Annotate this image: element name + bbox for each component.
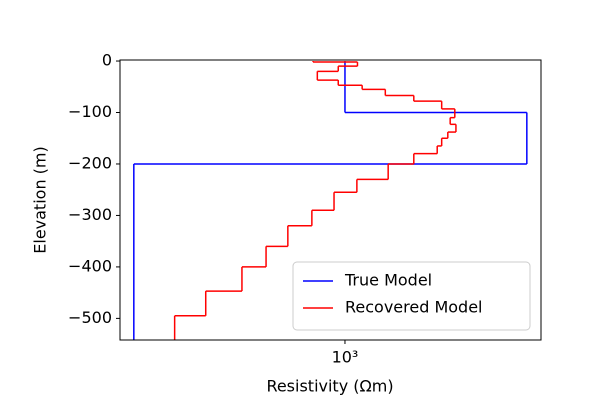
legend-box: [292, 261, 531, 331]
y-tick-label: −200: [68, 153, 112, 172]
plot-area: [133, 61, 528, 340]
x-axis-label: Resistivity (Ωm): [266, 377, 393, 396]
y-tick-label: −500: [68, 308, 112, 327]
y-tick-label: 0: [102, 51, 112, 70]
y-axis-label: Elevation (m): [31, 146, 50, 253]
y-tick-label: −400: [68, 256, 112, 275]
axes-frame: [119, 59, 542, 341]
x-tick-label: 10³: [332, 348, 359, 367]
legend-label: Recovered Model: [345, 298, 483, 317]
y-tick-label: −300: [68, 205, 112, 224]
legend-label: True Model: [344, 271, 432, 290]
y-tick-label: −100: [68, 102, 112, 121]
